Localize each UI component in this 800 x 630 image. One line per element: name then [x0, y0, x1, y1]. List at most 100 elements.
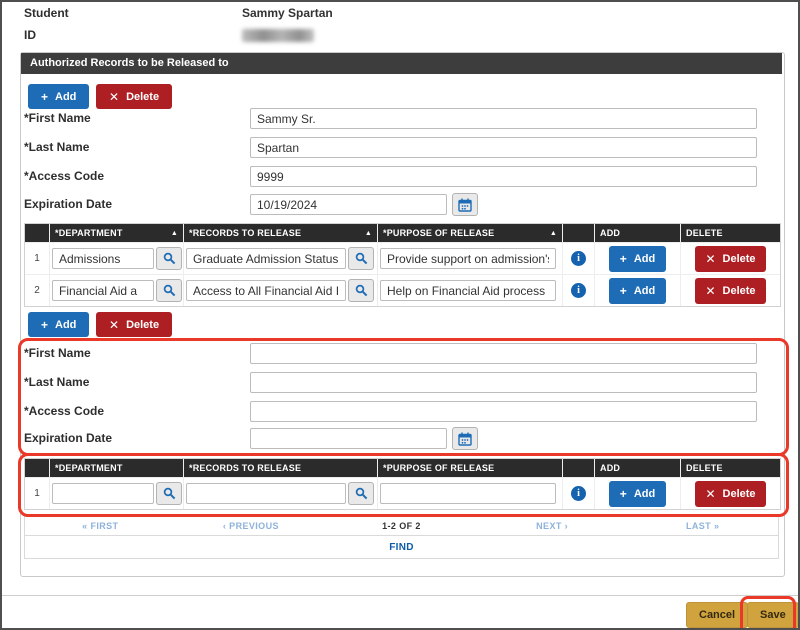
purpose-input[interactable]: [380, 483, 556, 504]
delete-cell: ✕ Delete: [681, 243, 780, 274]
purpose-input[interactable]: [380, 248, 556, 269]
search-icon: [355, 487, 368, 500]
search-icon: [163, 252, 176, 265]
last-name-label: *Last Name: [24, 140, 90, 154]
x-icon: ✕: [109, 317, 120, 332]
purpose-input[interactable]: [380, 280, 556, 301]
records-cell: [184, 478, 377, 509]
delete-button-label: Delete: [126, 90, 160, 103]
department-input[interactable]: [52, 248, 154, 269]
new-first-name-input[interactable]: [250, 343, 757, 364]
row-delete-button[interactable]: ✕ Delete: [695, 245, 766, 272]
grid-header-records[interactable]: *RECORDS TO RELEASE: [184, 459, 377, 477]
department-lookup-button[interactable]: [156, 279, 182, 302]
new-calendar-button[interactable]: [452, 427, 478, 450]
delete-cell: ✕ Delete: [681, 478, 780, 509]
info-cell: i: [563, 275, 594, 306]
calendar-button[interactable]: [452, 193, 478, 216]
first-name-input[interactable]: [250, 108, 757, 129]
find-bar: FIND: [24, 535, 779, 559]
new-first-name-label: *First Name: [24, 346, 91, 360]
purpose-cell: [378, 478, 562, 509]
pagination-summary: 1-2 OF 2: [382, 520, 421, 531]
info-icon[interactable]: i: [571, 486, 586, 501]
department-cell: [50, 275, 183, 306]
department-input[interactable]: [52, 483, 154, 504]
row-number: 2: [25, 275, 49, 306]
sort-asc-icon[interactable]: ▲: [364, 229, 372, 237]
add-button-new[interactable]: + Add: [28, 312, 90, 337]
delete-cell: ✕ Delete: [681, 275, 780, 306]
calendar-icon: [458, 432, 472, 446]
sort-asc-icon[interactable]: ▲: [549, 229, 557, 237]
x-icon: ✕: [109, 89, 120, 104]
grid-header-add: ADD: [595, 459, 680, 477]
search-icon: [163, 487, 176, 500]
student-label: Student: [24, 6, 69, 20]
records-lookup-button[interactable]: [348, 247, 374, 270]
delete-button-top[interactable]: ✕ Delete: [96, 84, 173, 109]
pagination-next-link[interactable]: NEXT ›: [536, 520, 569, 531]
grid-header-records[interactable]: *RECORDS TO RELEASE ▲: [184, 224, 377, 242]
new-expiration-date-label: Expiration Date: [24, 431, 113, 445]
new-access-code-input[interactable]: [250, 401, 757, 422]
delete-button-new[interactable]: ✕ Delete: [96, 312, 173, 337]
add-cell: + Add: [595, 478, 680, 509]
grid-header-purpose[interactable]: *PURPOSE OF RELEASE: [378, 459, 562, 477]
first-name-label: *First Name: [24, 111, 91, 125]
info-icon[interactable]: i: [571, 251, 586, 266]
records-lookup-button[interactable]: [348, 482, 374, 505]
records-input[interactable]: [186, 483, 346, 504]
add-cell: + Add: [595, 275, 680, 306]
add-button-top[interactable]: + Add: [28, 84, 90, 109]
row-number: 1: [25, 478, 49, 509]
grid-header-purpose[interactable]: *PURPOSE OF RELEASE ▲: [378, 224, 562, 242]
records-lookup-button[interactable]: [348, 279, 374, 302]
records-input[interactable]: [186, 280, 346, 301]
last-name-input[interactable]: [250, 137, 757, 158]
new-expiration-date-input[interactable]: [250, 428, 447, 449]
cancel-button[interactable]: Cancel: [686, 602, 749, 628]
access-code-input[interactable]: [250, 166, 757, 187]
pagination-previous-link[interactable]: ‹ PREVIOUS: [222, 520, 279, 531]
plus-icon: +: [41, 317, 49, 332]
expiration-date-input[interactable]: [250, 194, 447, 215]
search-icon: [355, 284, 368, 297]
info-icon[interactable]: i: [571, 283, 586, 298]
new-last-name-input[interactable]: [250, 372, 757, 393]
records-cell: [184, 243, 377, 274]
grid-header-delete: DELETE: [681, 224, 780, 242]
save-button[interactable]: Save: [747, 602, 798, 628]
grid-header-department[interactable]: *DEPARTMENT ▲: [50, 224, 183, 242]
purpose-cell: [378, 275, 562, 306]
row-delete-button[interactable]: ✕ Delete: [695, 277, 766, 304]
department-cell: [50, 478, 183, 509]
purpose-cell: [378, 243, 562, 274]
grid-header-department[interactable]: *DEPARTMENT: [50, 459, 183, 477]
pagination-last-link[interactable]: LAST »: [685, 520, 720, 531]
row-add-button[interactable]: + Add: [608, 480, 667, 507]
add-cell: + Add: [595, 243, 680, 274]
pagination-first-link[interactable]: « FIRST: [82, 520, 119, 531]
plus-icon: +: [619, 283, 627, 298]
find-link[interactable]: FIND: [389, 541, 414, 553]
plus-icon: +: [619, 251, 627, 266]
row-delete-button[interactable]: ✕ Delete: [695, 480, 766, 507]
grid-header-info: [563, 224, 594, 242]
info-cell: i: [563, 478, 594, 509]
search-icon: [355, 252, 368, 265]
panel-header: Authorized Records to be Released to: [21, 53, 782, 74]
info-cell: i: [563, 243, 594, 274]
records-input[interactable]: [186, 248, 346, 269]
new-access-code-label: *Access Code: [24, 404, 105, 418]
department-lookup-button[interactable]: [156, 482, 182, 505]
row-add-button[interactable]: + Add: [608, 245, 667, 272]
department-lookup-button[interactable]: [156, 247, 182, 270]
x-icon: ✕: [705, 486, 716, 501]
row-add-button[interactable]: + Add: [608, 277, 667, 304]
x-icon: ✕: [705, 283, 716, 298]
sort-asc-icon[interactable]: ▲: [170, 229, 178, 237]
grid-header-add: ADD: [595, 224, 680, 242]
department-input[interactable]: [52, 280, 154, 301]
pagination-bar: « FIRST ‹ PREVIOUS 1-2 OF 2 NEXT › LAST …: [24, 515, 779, 536]
